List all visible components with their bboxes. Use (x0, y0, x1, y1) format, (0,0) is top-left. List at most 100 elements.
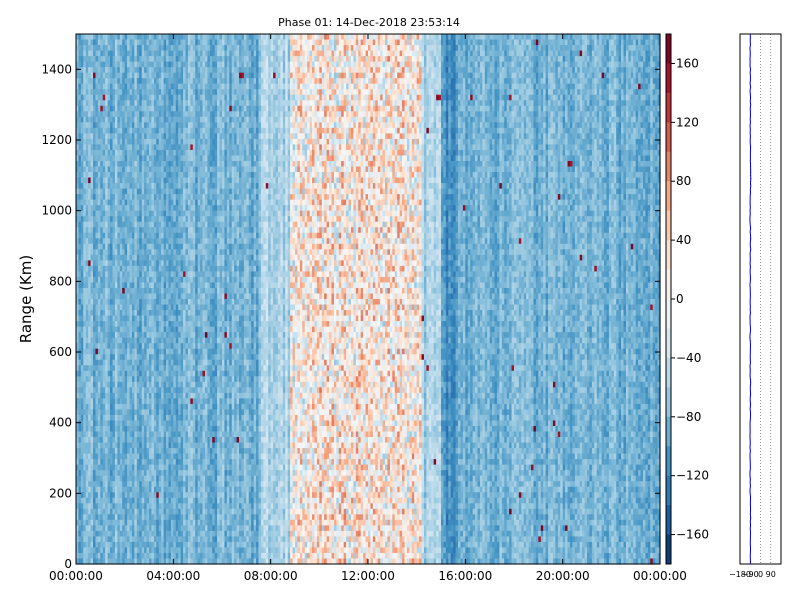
heatmap-cell (136, 442, 140, 449)
heatmap-cell (175, 475, 179, 482)
heatmap-cell (146, 188, 150, 195)
heatmap-cell (139, 398, 143, 405)
heatmap-cell (175, 387, 179, 394)
heatmap-cell (163, 536, 167, 543)
heatmap-cell (183, 199, 187, 206)
heatmap-cell (117, 541, 121, 549)
heatmap-cell (112, 525, 116, 532)
heatmap-cell (78, 503, 82, 510)
heatmap-cell (141, 276, 145, 284)
heatmap-cell (136, 238, 140, 245)
heatmap-cell (170, 459, 174, 466)
heatmap-cell (168, 387, 172, 394)
heatmap-cell (114, 116, 118, 123)
heatmap-cell (112, 486, 116, 493)
heatmap-cell (122, 243, 126, 250)
heatmap-cell (144, 332, 148, 339)
heatmap-cell (187, 326, 191, 333)
heatmap-cell (134, 172, 138, 179)
heatmap-cell (136, 232, 140, 239)
heatmap-cell (170, 45, 174, 52)
heatmap-cell (127, 332, 131, 339)
heatmap-cell (119, 260, 123, 267)
heatmap-cell (178, 558, 182, 565)
heatmap-cell (144, 50, 148, 57)
heatmap-cell (122, 453, 126, 460)
heatmap-cell (175, 299, 179, 306)
heatmap-cell (107, 227, 111, 234)
heatmap-cell (178, 238, 182, 245)
heatmap-cell (85, 387, 89, 394)
heatmap-cell (97, 194, 101, 201)
heatmap-cell (158, 497, 162, 504)
heatmap-cell (163, 376, 167, 383)
heatmap-cell (124, 105, 128, 112)
heatmap-cell (85, 409, 89, 416)
heatmap-cell (134, 67, 138, 74)
heatmap-cell (185, 160, 189, 168)
heatmap-cell (112, 210, 116, 217)
heatmap-cell (100, 183, 104, 190)
heatmap-cell (107, 149, 111, 157)
heatmap-cell (131, 337, 135, 344)
heatmap-cell (187, 376, 191, 383)
heatmap-cell (163, 172, 167, 179)
heatmap-cell (95, 315, 99, 322)
heatmap-cell (90, 326, 94, 333)
heatmap-cell (90, 271, 94, 278)
heatmap-cell (131, 497, 135, 504)
heatmap-cell (166, 78, 170, 85)
heatmap-cell (139, 122, 143, 129)
heatmap-cell (107, 166, 111, 173)
heatmap-cell (117, 486, 121, 493)
heatmap-cell (144, 420, 148, 427)
heatmap-cell (170, 437, 174, 444)
heatmap-cell (156, 326, 160, 333)
heatmap-cell (163, 503, 167, 510)
heatmap-cell (114, 464, 118, 471)
heatmap-cell (190, 50, 194, 57)
heatmap-cell (136, 254, 140, 261)
heatmap-cell (97, 398, 101, 405)
heatmap-cell (180, 448, 184, 455)
heatmap-cell (183, 354, 187, 361)
heatmap-cell (173, 138, 177, 146)
heatmap-cell (136, 177, 140, 184)
heatmap-cell (183, 453, 187, 460)
heatmap-cell (76, 497, 80, 504)
heatmap-cell (178, 459, 182, 466)
heatmap-cell (180, 111, 184, 118)
heatmap-cell (170, 78, 174, 85)
heatmap-cell (122, 370, 126, 377)
heatmap-cell (102, 133, 106, 140)
heatmap-cell (149, 188, 153, 195)
heatmap-cell (129, 282, 133, 289)
heatmap-cell (100, 425, 104, 433)
heatmap-cell (139, 111, 143, 118)
heatmap-cell (76, 503, 80, 510)
heatmap-cell (166, 100, 170, 107)
heatmap-cell (187, 492, 191, 499)
heatmap-cell (168, 332, 172, 339)
heatmap-cell (166, 138, 170, 146)
heatmap-cell (144, 133, 148, 140)
heatmap-cell (114, 459, 118, 466)
heatmap-cell (80, 94, 84, 101)
heatmap-cell (136, 503, 140, 510)
heatmap-cell (136, 514, 140, 521)
heatmap-cell (100, 508, 104, 515)
heatmap-cell (178, 94, 182, 101)
heatmap-cell (88, 492, 92, 499)
heatmap-cell (88, 464, 92, 471)
heatmap-cell (134, 525, 138, 532)
heatmap-cell (124, 260, 128, 267)
heatmap-cell (107, 260, 111, 267)
heatmap-cell (183, 172, 187, 179)
heatmap-cell (112, 337, 116, 344)
heatmap-cell (95, 45, 99, 52)
heatmap-cell (105, 370, 109, 377)
heatmap-cell (122, 392, 126, 399)
heatmap-cell (149, 67, 153, 74)
heatmap-cell (112, 381, 116, 388)
heatmap-cell (173, 398, 177, 405)
